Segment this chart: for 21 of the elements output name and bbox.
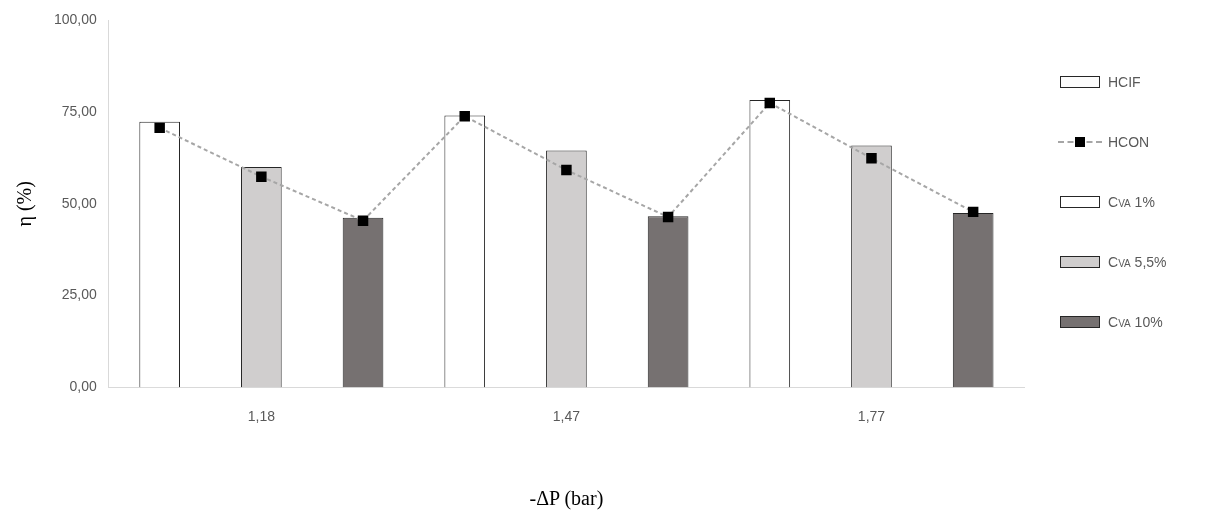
point <box>764 97 776 109</box>
x-tick-label: 1,77 <box>857 408 886 425</box>
x-tick-label: 1,47 <box>552 408 581 425</box>
point <box>866 153 877 164</box>
x-axis-title: -ΔP (bar) <box>529 487 604 511</box>
point <box>561 164 572 176</box>
y-tick-label: 25,00 <box>61 286 98 303</box>
point <box>662 211 674 223</box>
y-tick-label: 0,00 <box>69 378 98 395</box>
point <box>256 171 267 182</box>
legend-label: HCON <box>1108 134 1150 150</box>
point <box>154 122 165 134</box>
y-tick-label: 75,00 <box>61 102 98 119</box>
x-tick-label: 1,18 <box>247 408 276 425</box>
point <box>967 206 979 218</box>
point <box>357 215 369 226</box>
y-tick-label: 100,00 <box>53 11 98 28</box>
point <box>459 110 470 122</box>
y-axis-title: η (%) <box>13 181 37 227</box>
y-tick-label: 50,00 <box>61 194 98 211</box>
legend-label: HCIF <box>1108 74 1141 90</box>
